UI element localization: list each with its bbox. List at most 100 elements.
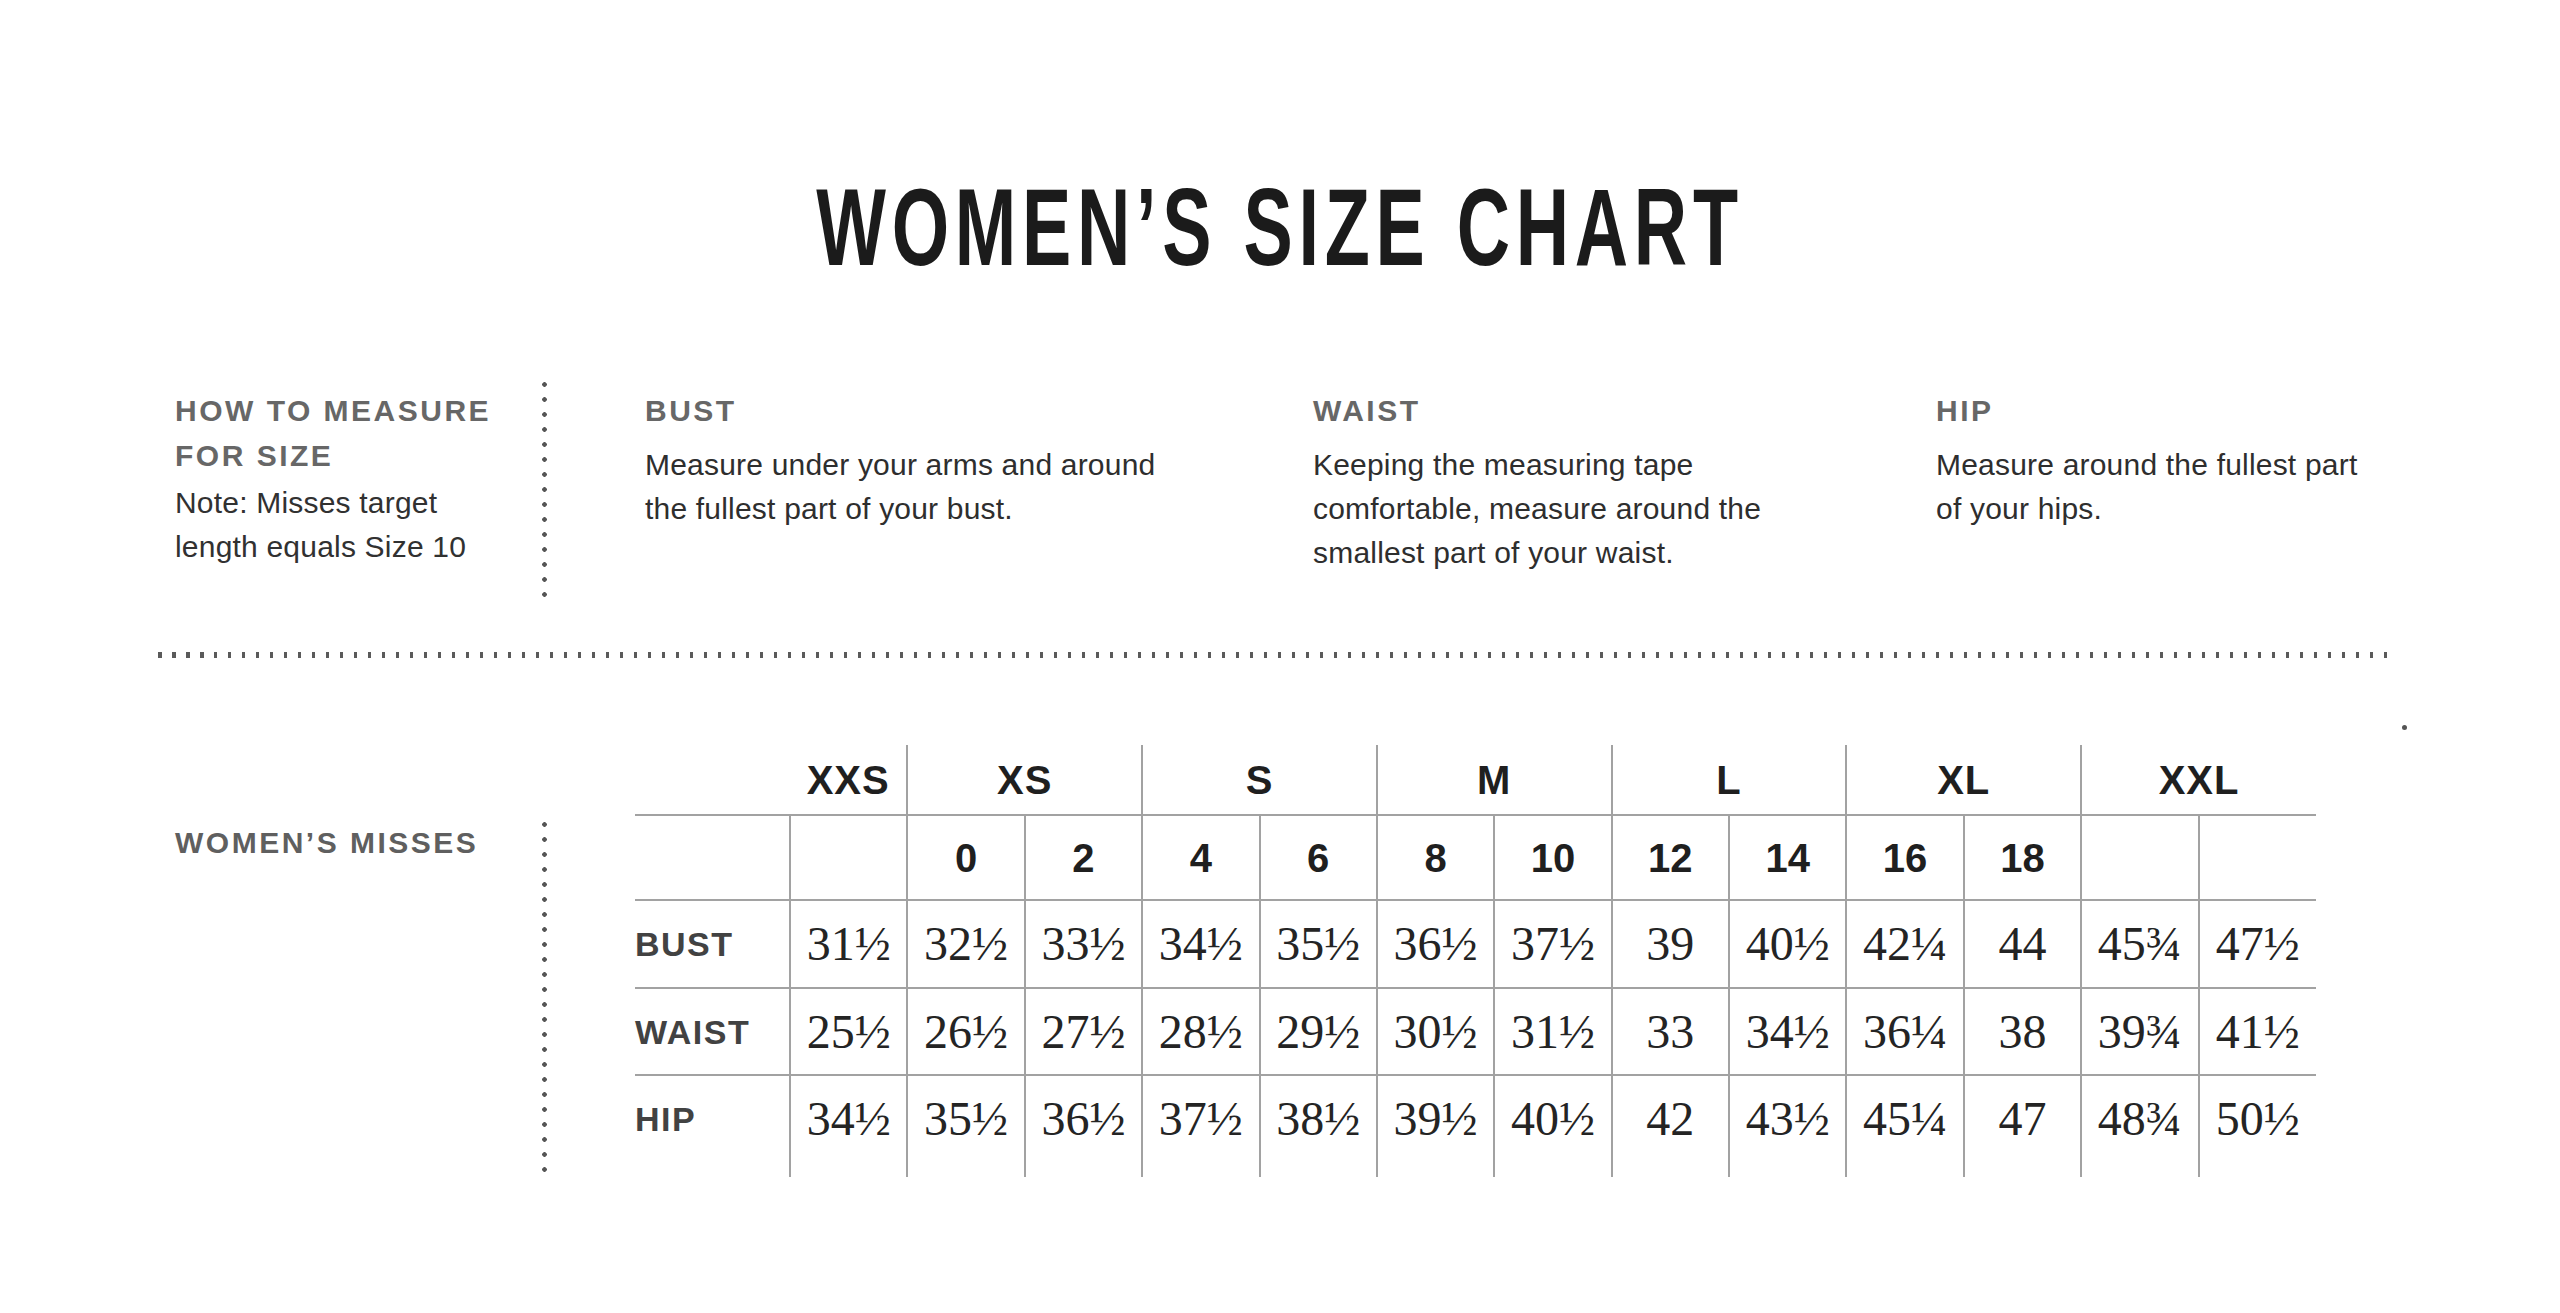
hip-instructions: Measure around the fullest part of your … — [1936, 443, 2406, 531]
numeric-size-8: 8 — [1377, 815, 1494, 900]
spacer-cell — [2081, 1162, 2198, 1177]
spacer-cell — [1612, 1162, 1729, 1177]
size-cell: 39 — [1612, 900, 1729, 988]
dotted-divider-vertical-bottom — [542, 822, 547, 1172]
size-cell: 29½ — [1260, 988, 1377, 1075]
numeric-size-10: 10 — [1494, 815, 1611, 900]
numeric-size-6: 6 — [1260, 815, 1377, 900]
bust-heading: BUST — [645, 388, 1185, 433]
how-to-measure-note: Note: Misses target length equals Size 1… — [175, 481, 515, 569]
waist-measure-section: WAIST Keeping the measuring tape comfort… — [1313, 388, 1803, 575]
size-group-m: M — [1377, 745, 1612, 815]
page-title: WOMEN’S SIZE CHART — [230, 172, 2329, 282]
waist-instructions: Keeping the measuring tape comfortable, … — [1313, 443, 1803, 575]
numeric-size-14: 14 — [1729, 815, 1846, 900]
stray-dot — [2402, 725, 2407, 730]
size-cell: 36½ — [1025, 1075, 1142, 1162]
size-cell: 42 — [1612, 1075, 1729, 1162]
size-cell: 45¼ — [1846, 1075, 1963, 1162]
row-label-waist: WAIST — [635, 988, 790, 1075]
size-cell: 25½ — [790, 988, 907, 1075]
row-label-hip: HIP — [635, 1075, 790, 1162]
size-cell: 27½ — [1025, 988, 1142, 1075]
measurement-row-hip: HIP34½35½36½37½38½39½40½4243½45¼4748¾50½ — [635, 1075, 2316, 1162]
size-cell: 44 — [1964, 900, 2081, 988]
size-cell: 45¾ — [2081, 900, 2198, 988]
size-cell: 37½ — [1142, 1075, 1259, 1162]
size-cell: 37½ — [1494, 900, 1611, 988]
size-cell: 39¾ — [2081, 988, 2198, 1075]
size-cell: 28½ — [1142, 988, 1259, 1075]
spacer-cell — [907, 1162, 1024, 1177]
size-cell: 34½ — [1142, 900, 1259, 988]
size-cell: 34½ — [1729, 988, 1846, 1075]
size-cell: 36¼ — [1846, 988, 1963, 1075]
numeric-size-2: 2 — [1025, 815, 1142, 900]
numeric-size-row: 024681012141618 — [635, 815, 2316, 900]
size-cell: 50½ — [2199, 1075, 2317, 1162]
how-to-measure-heading: HOW TO MEASURE FOR SIZE — [175, 388, 515, 478]
spacer-cell — [1260, 1162, 1377, 1177]
size-cell: 41½ — [2199, 988, 2317, 1075]
bust-measure-section: BUST Measure under your arms and around … — [645, 388, 1185, 531]
size-cell: 43½ — [1729, 1075, 1846, 1162]
size-cell: 40½ — [1494, 1075, 1611, 1162]
numeric-size-4: 4 — [1142, 815, 1259, 900]
waist-heading: WAIST — [1313, 388, 1803, 433]
hip-heading: HIP — [1936, 388, 2406, 433]
size-cell: 38 — [1964, 988, 2081, 1075]
size-group-xs: XS — [907, 745, 1142, 815]
size-cell: 33 — [1612, 988, 1729, 1075]
womens-misses-size-table: XXSXSSMLXLXXL024681012141618BUST31½32½33… — [635, 745, 2316, 1177]
size-cell: 35½ — [1260, 900, 1377, 988]
size-cell: 47 — [1964, 1075, 2081, 1162]
numeric-size-18: 18 — [1964, 815, 2081, 900]
row-label-cell — [635, 815, 790, 900]
size-cell: 26½ — [907, 988, 1024, 1075]
size-cell: 34½ — [790, 1075, 907, 1162]
size-cell: 39½ — [1377, 1075, 1494, 1162]
spacer-cell — [1729, 1162, 1846, 1177]
size-cell: 36½ — [1377, 900, 1494, 988]
numeric-size-0: 0 — [907, 815, 1024, 900]
size-cell: 35½ — [907, 1075, 1024, 1162]
spacer-cell — [2199, 1162, 2317, 1177]
spacer-cell — [1494, 1162, 1611, 1177]
size-group-s: S — [1142, 745, 1377, 815]
hip-measure-section: HIP Measure around the fullest part of y… — [1936, 388, 2406, 531]
spacer-cell — [1025, 1162, 1142, 1177]
size-cell: 30½ — [1377, 988, 1494, 1075]
row-label-bust: BUST — [635, 900, 790, 988]
size-cell: 33½ — [1025, 900, 1142, 988]
size-cell: 31½ — [1494, 988, 1611, 1075]
numeric-size-12: 12 — [1612, 815, 1729, 900]
size-group-l: L — [1612, 745, 1847, 815]
size-group-xl: XL — [1846, 745, 2081, 815]
size-cell: 47½ — [2199, 900, 2317, 988]
size-cell: 32½ — [907, 900, 1024, 988]
table-rule-overhang-row — [635, 1162, 2316, 1177]
measurement-row-waist: WAIST25½26½27½28½29½30½31½3334½36¼3839¾4… — [635, 988, 2316, 1075]
spacer-cell — [790, 1162, 907, 1177]
spacer-cell — [1846, 1162, 1963, 1177]
spacer-cell — [1377, 1162, 1494, 1177]
spacer-cell — [1964, 1162, 2081, 1177]
corner-cell — [635, 745, 790, 815]
bust-instructions: Measure under your arms and around the f… — [645, 443, 1185, 531]
size-cell: 31½ — [790, 900, 907, 988]
size-cell: 48¾ — [2081, 1075, 2198, 1162]
size-group-header-row: XXSXSSMLXLXXL — [635, 745, 2316, 815]
spacer-cell — [635, 1162, 790, 1177]
size-cell: 42¼ — [1846, 900, 1963, 988]
dotted-divider-vertical-top — [542, 382, 547, 597]
dotted-divider-horizontal — [158, 652, 2398, 658]
numeric-size-16: 16 — [1846, 815, 1963, 900]
spacer-cell — [1142, 1162, 1259, 1177]
size-group-xxl: XXL — [2081, 745, 2316, 815]
section-label-womens-misses: WOMEN’S MISSES — [175, 828, 478, 858]
numeric-size-empty — [790, 815, 907, 900]
size-cell: 40½ — [1729, 900, 1846, 988]
size-cell: 38½ — [1260, 1075, 1377, 1162]
numeric-size-empty — [2081, 815, 2198, 900]
size-group-xxs: XXS — [790, 745, 907, 815]
